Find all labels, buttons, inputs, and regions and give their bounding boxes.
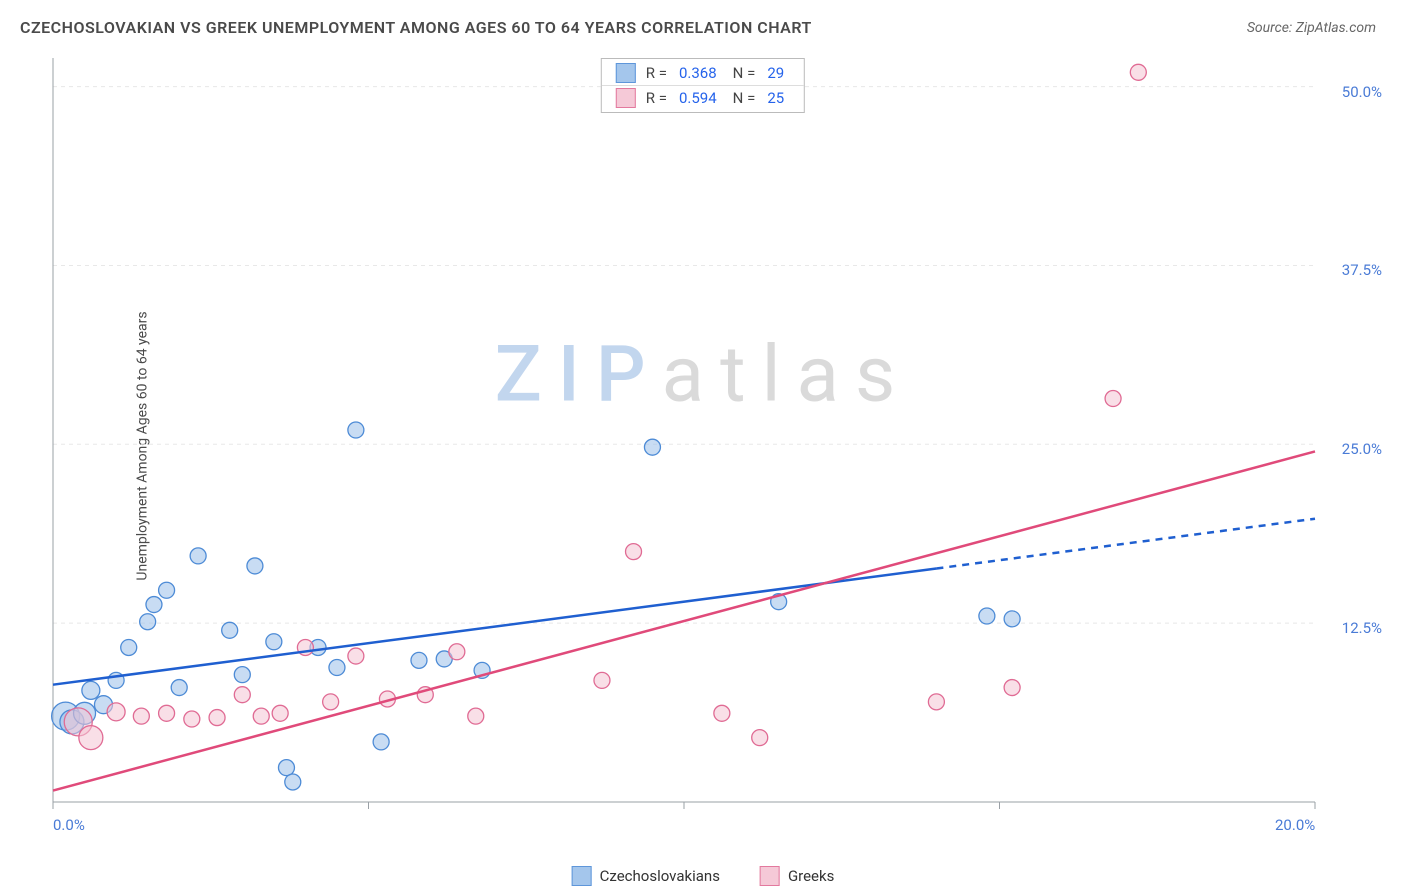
swatch-czech [572, 866, 592, 886]
swatch-greek [616, 88, 636, 108]
stat-r-label: R = [646, 89, 667, 107]
chart-svg [45, 52, 1385, 842]
y-tick-label: 37.5% [1342, 261, 1382, 279]
stat-n-label: N = [733, 89, 756, 107]
swatch-czech [616, 63, 636, 83]
legend-item-czech: Czechoslovakians [572, 866, 720, 886]
stat-n-label: N = [733, 64, 756, 82]
legend-label-greek: Greeks [788, 867, 834, 885]
source-name: ZipAtlas.com [1296, 20, 1376, 36]
stat-n-czech: 29 [767, 64, 784, 82]
legend-label-czech: Czechoslovakians [600, 867, 720, 885]
stats-row-greek: R = 0.594 N = 25 [602, 85, 804, 110]
stats-row-czech: R = 0.368 N = 29 [602, 61, 804, 85]
scatter-chart [45, 52, 1385, 842]
y-tick-label: 25.0% [1342, 440, 1382, 458]
stat-n-greek: 25 [767, 89, 784, 107]
stat-r-czech: 0.368 [679, 64, 717, 82]
source-prefix: Source: [1247, 20, 1296, 36]
chart-title: CZECHOSLOVAKIAN VS GREEK UNEMPLOYMENT AM… [20, 18, 812, 37]
stat-r-greek: 0.594 [679, 89, 717, 107]
x-tick-label: 20.0% [1275, 816, 1315, 834]
y-tick-label: 12.5% [1342, 619, 1382, 637]
series-legend: Czechoslovakians Greeks [572, 866, 835, 886]
stat-r-label: R = [646, 64, 667, 82]
swatch-greek [760, 866, 780, 886]
stats-legend: R = 0.368 N = 29 R = 0.594 N = 25 [601, 58, 805, 113]
source-label: Source: ZipAtlas.com [1247, 20, 1376, 36]
x-tick-label: 0.0% [53, 816, 85, 834]
y-tick-label: 50.0% [1342, 83, 1382, 101]
legend-item-greek: Greeks [760, 866, 834, 886]
